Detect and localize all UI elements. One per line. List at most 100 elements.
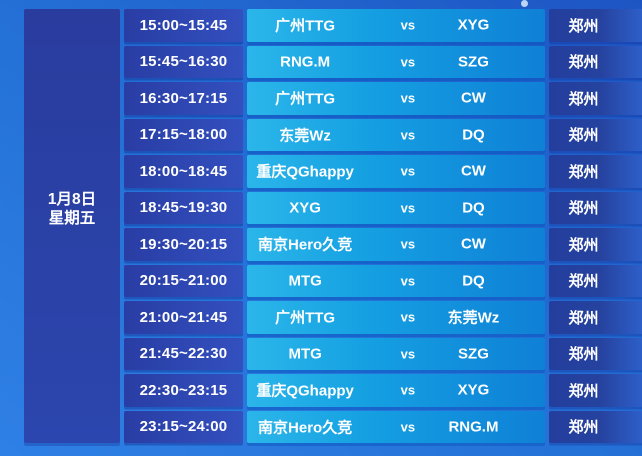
vs-label: vs (400, 200, 416, 216)
time-cell: 17:15~18:00 (124, 118, 243, 151)
time-cell: 21:45~22:30 (124, 337, 243, 370)
team1-label: 广州TTG (275, 309, 336, 327)
vs-label: vs (400, 382, 416, 398)
vs-label: vs (400, 17, 416, 33)
team2-label: DQ (462, 272, 485, 290)
time-cell: 19:30~20:15 (124, 228, 243, 261)
schedule-row: 19:30~20:15 南京Hero久竞 vs CW 郑州 (124, 228, 642, 261)
location-label: 郑州 (568, 382, 599, 400)
match-cell: MTG vs DQ (247, 264, 545, 297)
location-cell: 郑州 (549, 410, 642, 443)
schedule-rows: 15:00~15:45 广州TTG vs XYG 郑州 15:45~16:30 … (124, 9, 642, 443)
match-cell: 广州TTG vs XYG (247, 9, 545, 42)
time-cell: 20:15~21:00 (124, 264, 243, 297)
time-label: 18:45~19:30 (139, 199, 228, 217)
schedule-row: 20:15~21:00 MTG vs DQ 郑州 (124, 264, 642, 297)
time-label: 16:30~17:15 (139, 89, 228, 107)
time-cell: 23:15~24:00 (124, 410, 243, 443)
location-label: 郑州 (568, 163, 599, 181)
date-panel: 1月8日 星期五 (24, 9, 120, 443)
date-block: 1月8日 星期五 (48, 190, 96, 229)
schedule-row: 18:00~18:45 重庆QGhappy vs CW 郑州 (124, 155, 642, 188)
team2-label: CW (460, 235, 486, 253)
location-label: 郑州 (568, 273, 599, 291)
match-cell: MTG vs SZG (247, 337, 545, 370)
time-cell: 18:00~18:45 (124, 155, 243, 188)
time-label: 21:00~21:45 (139, 308, 228, 326)
time-label: 21:45~22:30 (139, 345, 228, 363)
vs-label: vs (400, 54, 416, 70)
time-label: 19:30~20:15 (139, 235, 228, 253)
time-cell: 15:45~16:30 (124, 45, 243, 78)
location-cell: 郑州 (549, 45, 642, 78)
vs-label: vs (400, 127, 416, 143)
team2-label: DQ (462, 126, 485, 144)
match-cell: 重庆QGhappy vs CW (247, 155, 545, 188)
team1-label: 重庆QGhappy (256, 382, 354, 400)
time-cell: 18:45~19:30 (124, 191, 243, 224)
time-cell: 21:00~21:45 (124, 301, 243, 334)
schedule-row: 21:45~22:30 MTG vs SZG 郑州 (124, 337, 642, 370)
location-label: 郑州 (568, 419, 599, 437)
match-cell: 广州TTG vs CW (247, 82, 545, 115)
location-cell: 郑州 (549, 301, 642, 334)
team2-label: CW (460, 89, 486, 107)
time-label: 18:00~18:45 (139, 162, 228, 180)
location-label: 郑州 (568, 90, 599, 108)
time-label: 15:45~16:30 (139, 53, 228, 71)
team2-label: RNG.M (448, 418, 499, 436)
location-label: 郑州 (568, 17, 599, 35)
schedule-row: 17:15~18:00 东莞Wz vs DQ 郑州 (124, 118, 642, 151)
schedule-row: 18:45~19:30 XYG vs DQ 郑州 (124, 191, 642, 224)
team2-label: CW (460, 162, 486, 180)
team2-label: XYG (457, 381, 490, 399)
team2-label: DQ (462, 199, 485, 217)
schedule-row: 15:00~15:45 广州TTG vs XYG 郑州 (124, 9, 642, 42)
bokeh-dot (521, 0, 528, 7)
time-label: 22:30~23:15 (139, 381, 228, 399)
team1-label: 广州TTG (275, 17, 336, 35)
match-cell: RNG.M vs SZG (247, 45, 545, 78)
team1-label: XYG (289, 199, 321, 217)
time-label: 15:00~15:45 (139, 16, 228, 34)
team1-label: 重庆QGhappy (256, 163, 354, 181)
vs-label: vs (400, 346, 416, 362)
match-cell: XYG vs DQ (247, 191, 545, 224)
match-cell: 南京Hero久竞 vs RNG.M (247, 410, 545, 443)
location-cell: 郑州 (549, 82, 642, 115)
team1-label: MTG (288, 272, 322, 290)
time-label: 20:15~21:00 (139, 272, 228, 290)
schedule-row: 22:30~23:15 重庆QGhappy vs XYG 郑州 (124, 374, 642, 407)
time-cell: 15:00~15:45 (124, 9, 243, 42)
team1-label: 南京Hero久竞 (258, 419, 353, 437)
schedule-row: 23:15~24:00 南京Hero久竞 vs RNG.M 郑州 (124, 410, 642, 443)
location-label: 郑州 (568, 200, 599, 218)
vs-label: vs (400, 163, 416, 179)
location-cell: 郑州 (549, 155, 642, 188)
time-cell: 22:30~23:15 (124, 374, 243, 407)
schedule-row: 21:00~21:45 广州TTG vs 东莞Wz 郑州 (124, 301, 642, 334)
team1-label: RNG.M (280, 53, 331, 71)
vs-label: vs (400, 90, 416, 106)
time-cell: 16:30~17:15 (124, 82, 243, 115)
time-label: 17:15~18:00 (139, 126, 228, 144)
location-cell: 郑州 (549, 228, 642, 261)
schedule-row: 15:45~16:30 RNG.M vs SZG 郑州 (124, 45, 642, 78)
location-label: 郑州 (568, 236, 599, 254)
vs-label: vs (400, 309, 416, 325)
team1-label: 东莞Wz (279, 127, 331, 145)
date-label: 1月8日 (47, 190, 97, 208)
location-cell: 郑州 (549, 374, 642, 407)
weekday-label: 星期五 (48, 210, 96, 227)
location-label: 郑州 (568, 346, 599, 364)
location-cell: 郑州 (549, 9, 642, 42)
location-cell: 郑州 (549, 118, 642, 151)
team2-label: XYG (457, 16, 490, 34)
match-cell: 南京Hero久竞 vs CW (247, 228, 545, 261)
match-cell: 广州TTG vs 东莞Wz (247, 301, 545, 334)
time-label: 23:15~24:00 (139, 418, 228, 436)
location-label: 郑州 (568, 127, 599, 145)
team1-label: 南京Hero久竞 (258, 236, 353, 254)
schedule-row: 16:30~17:15 广州TTG vs CW 郑州 (124, 82, 642, 115)
